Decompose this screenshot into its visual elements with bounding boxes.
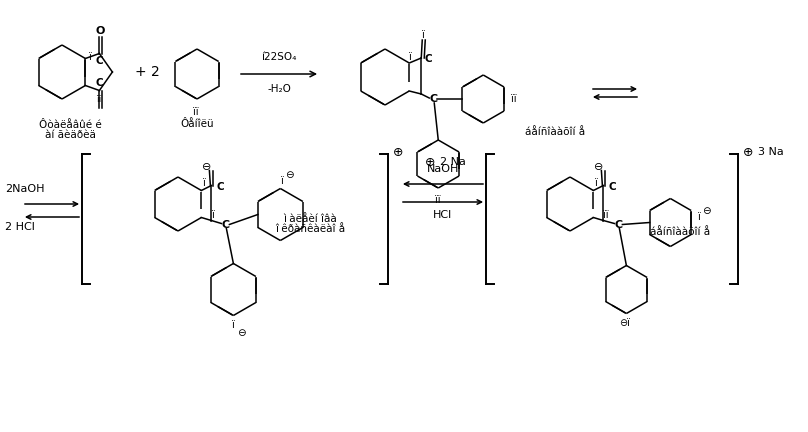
Text: -H₂O: -H₂O [267,84,291,94]
Text: C: C [429,94,437,104]
Text: ïï: ïï [193,107,199,117]
Text: ï: ï [90,51,92,61]
Text: O: O [95,26,105,36]
Text: ïï: ïï [96,95,101,104]
Text: C: C [424,54,431,64]
Text: áåíñîààõîí å: áåíñîààõîí å [525,127,585,137]
Text: C: C [217,181,224,191]
Text: ïï: ïï [603,210,608,220]
Text: C: C [95,77,103,88]
Text: C: C [614,219,622,229]
Text: ïï: ïï [436,195,441,205]
Text: ï: ï [409,52,411,62]
Text: ï: ï [212,210,215,220]
Text: î êðàñêàëàî å: î êðàñêàëàî å [275,224,345,234]
Text: ⊖: ⊖ [202,162,211,172]
Text: í22SO₄: í22SO₄ [261,52,297,62]
Text: 2NaOH: 2NaOH [5,184,44,194]
Text: àí ãèäðèä: àí ãèäðèä [44,130,95,140]
Text: C: C [221,219,229,229]
Text: ï: ï [422,30,425,40]
Text: ⊖: ⊖ [237,327,246,337]
Text: ï: ï [232,321,235,330]
Text: 2 Na: 2 Na [440,157,466,167]
Text: ⊕: ⊕ [425,156,436,168]
Text: ⊕: ⊕ [393,146,403,159]
Text: 2 HCl: 2 HCl [5,222,35,232]
Text: 3 Na: 3 Na [758,147,784,157]
Text: ïï: ïï [511,94,517,104]
Text: ï: ï [203,178,206,188]
Text: Ôòàëåâûé é: Ôòàëåâûé é [39,120,101,130]
Text: ⊖ï: ⊖ï [619,318,629,328]
Text: ⊖: ⊖ [702,206,711,216]
Text: C: C [95,57,103,67]
Text: ⊖: ⊖ [594,162,603,172]
Text: NaOH: NaOH [427,164,459,174]
Text: áåíñîààõîí å: áåíñîààõîí å [650,227,710,237]
Text: HCl: HCl [433,210,452,220]
Text: ï: ï [595,178,598,188]
Text: C: C [608,181,616,191]
Text: ï: ï [281,177,284,187]
Text: ⊖: ⊖ [285,169,294,180]
Text: + 2: + 2 [135,65,159,79]
Text: Ôåíîëü: Ôåíîëü [180,119,214,129]
Text: ï: ï [698,213,701,222]
Text: ì àëåèí îâà: ì àëåèí îâà [283,214,337,224]
Text: ⊕: ⊕ [743,146,753,159]
